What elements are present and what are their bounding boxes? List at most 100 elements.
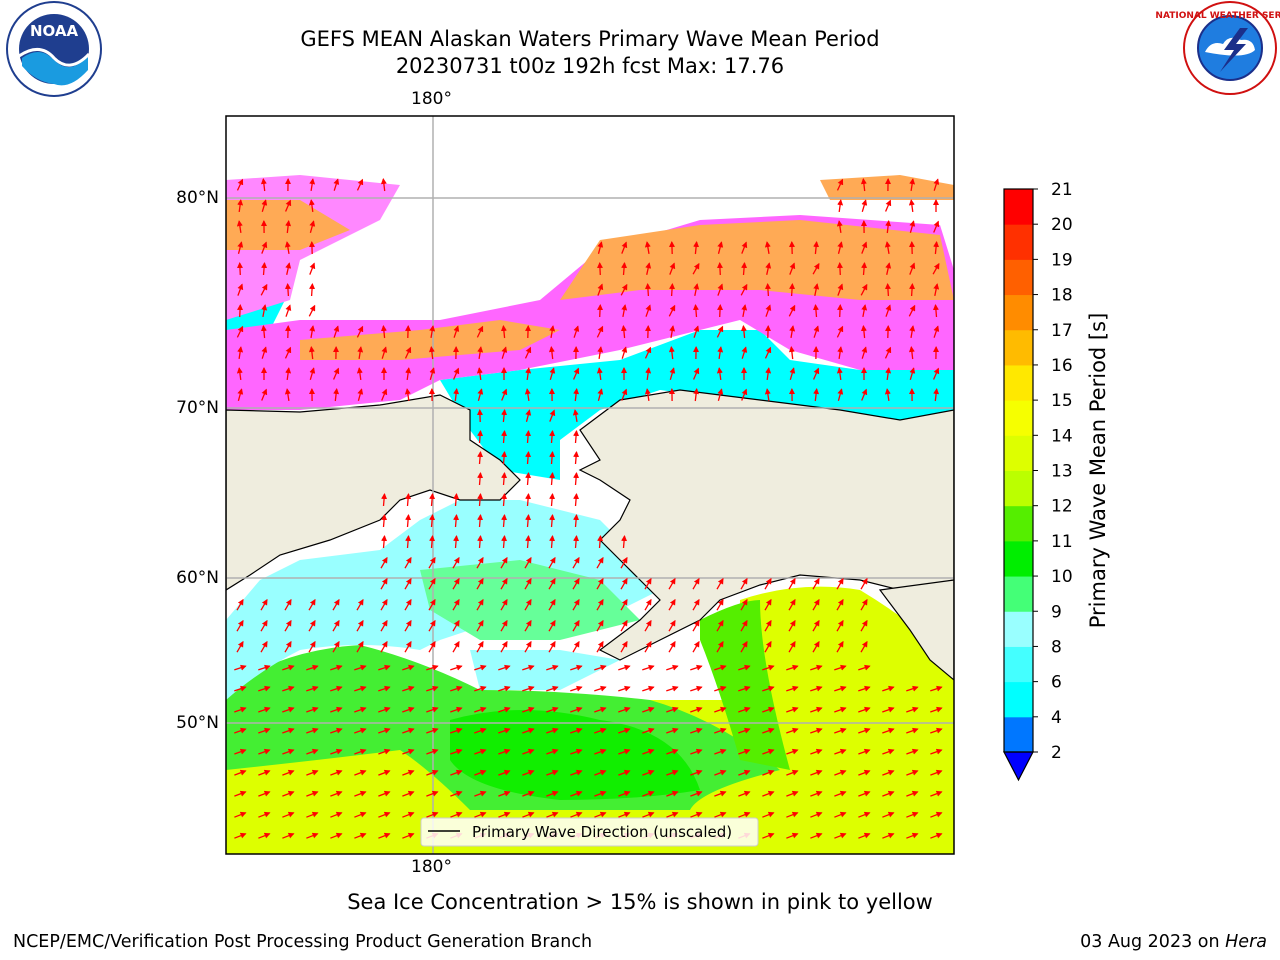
wave-vector — [690, 727, 703, 734]
wave-vector — [284, 346, 292, 359]
wave-vector — [306, 685, 319, 692]
wave-vector — [282, 790, 295, 797]
wave-vector — [741, 241, 748, 254]
wave-vector — [906, 811, 919, 818]
wave-vector — [884, 388, 891, 401]
wave-vector — [740, 325, 747, 339]
wave-vector — [861, 241, 868, 254]
wave-vector — [426, 706, 439, 713]
wave-vector — [426, 685, 439, 692]
wave-vector — [380, 178, 387, 192]
wave-vector — [524, 598, 532, 611]
colorbar-tick-label: 21 — [1051, 180, 1073, 200]
wave-vector — [714, 790, 727, 797]
wave-vector — [765, 304, 772, 317]
wave-vector — [930, 706, 943, 713]
wave-vector — [717, 283, 724, 296]
wave-vector — [765, 367, 772, 380]
lat-label-60: 60°N — [176, 568, 219, 588]
wave-vector — [597, 283, 604, 296]
wave-vector — [549, 472, 556, 486]
wave-vector — [356, 325, 364, 338]
wave-vector — [666, 811, 679, 818]
wave-vector — [258, 685, 271, 692]
wave-vector — [813, 367, 820, 380]
wave-vector — [378, 664, 391, 671]
wave-vector — [621, 241, 628, 254]
wave-vector — [450, 748, 463, 755]
wave-vector — [933, 283, 940, 297]
colorbar: 2 4 6 8 9 10 11 12 13 14 15 16 17 18 19 20 21 Primary Wav… — [1003, 180, 1110, 782]
wave-vector — [786, 727, 799, 734]
wave-vector — [884, 283, 891, 297]
wave-vector — [573, 472, 580, 486]
wave-vector — [882, 727, 895, 734]
wave-vector — [693, 283, 700, 297]
wave-vector — [378, 811, 391, 818]
wave-vector — [549, 367, 556, 380]
wave-vector — [861, 346, 868, 359]
wave-vector — [261, 304, 268, 318]
wave-vector — [453, 388, 460, 402]
wave-vector — [740, 619, 748, 632]
wave-vector — [669, 262, 676, 275]
wave-vector — [501, 472, 508, 486]
wave-vector — [668, 619, 676, 632]
wave-vector — [549, 451, 556, 465]
map-frame — [225, 115, 955, 855]
wave-vector — [285, 199, 292, 212]
colorbar-bin — [1004, 681, 1033, 718]
wave-vector — [762, 664, 775, 671]
wave-vector — [309, 325, 316, 339]
wave-vector — [861, 304, 868, 318]
wave-vector — [860, 619, 868, 632]
wave-vector — [354, 664, 367, 671]
wave-vector — [306, 811, 319, 818]
wave-vector — [572, 619, 580, 632]
wave-vector — [402, 664, 415, 671]
wave-vector — [405, 367, 412, 380]
wave-vector — [764, 598, 772, 611]
footer-producer: NCEP/EMC/Verification Post Processing Pr… — [13, 932, 593, 952]
wave-vector — [354, 832, 367, 839]
wave-vector — [837, 241, 844, 254]
wave-vector — [788, 577, 796, 590]
wave-vector — [498, 790, 511, 797]
colorbar-tick-label: 15 — [1051, 391, 1073, 411]
wave-vector — [258, 811, 271, 818]
wave-vector — [260, 598, 268, 611]
noaa-logo-icon: NOAA — [6, 1, 102, 97]
wave-vector — [501, 514, 508, 528]
wave-vector — [836, 262, 843, 276]
wave-vector — [597, 535, 604, 549]
wave-vector — [309, 367, 316, 380]
wave-vector — [402, 811, 415, 818]
wave-vector — [453, 535, 460, 549]
wave-vector — [284, 640, 292, 653]
wave-vector — [452, 619, 460, 632]
wave-vector — [834, 748, 847, 755]
wave-vector — [404, 556, 412, 569]
wave-vector — [786, 748, 799, 755]
wave-vector — [452, 577, 460, 590]
wave-vector — [644, 388, 651, 401]
wave-vector — [642, 769, 655, 776]
wave-vector — [762, 706, 775, 713]
wave-vector — [644, 640, 652, 653]
colorbar-tick-label: 20 — [1051, 215, 1073, 235]
wave-vector — [476, 325, 484, 338]
wave-vector — [258, 748, 271, 755]
wave-vector — [741, 262, 748, 276]
wave-vector — [476, 556, 484, 569]
wave-vector — [882, 832, 895, 839]
wave-vector — [500, 577, 508, 590]
wave-vector — [642, 790, 655, 797]
wave-vector — [740, 283, 748, 296]
wave-vector — [690, 748, 703, 755]
colorbar-bin — [1004, 259, 1033, 296]
wave-vector — [498, 685, 511, 692]
wave-vector — [690, 685, 703, 692]
wave-vector — [237, 388, 244, 401]
colorbar-bin — [1004, 364, 1033, 401]
wave-vector — [812, 577, 820, 590]
